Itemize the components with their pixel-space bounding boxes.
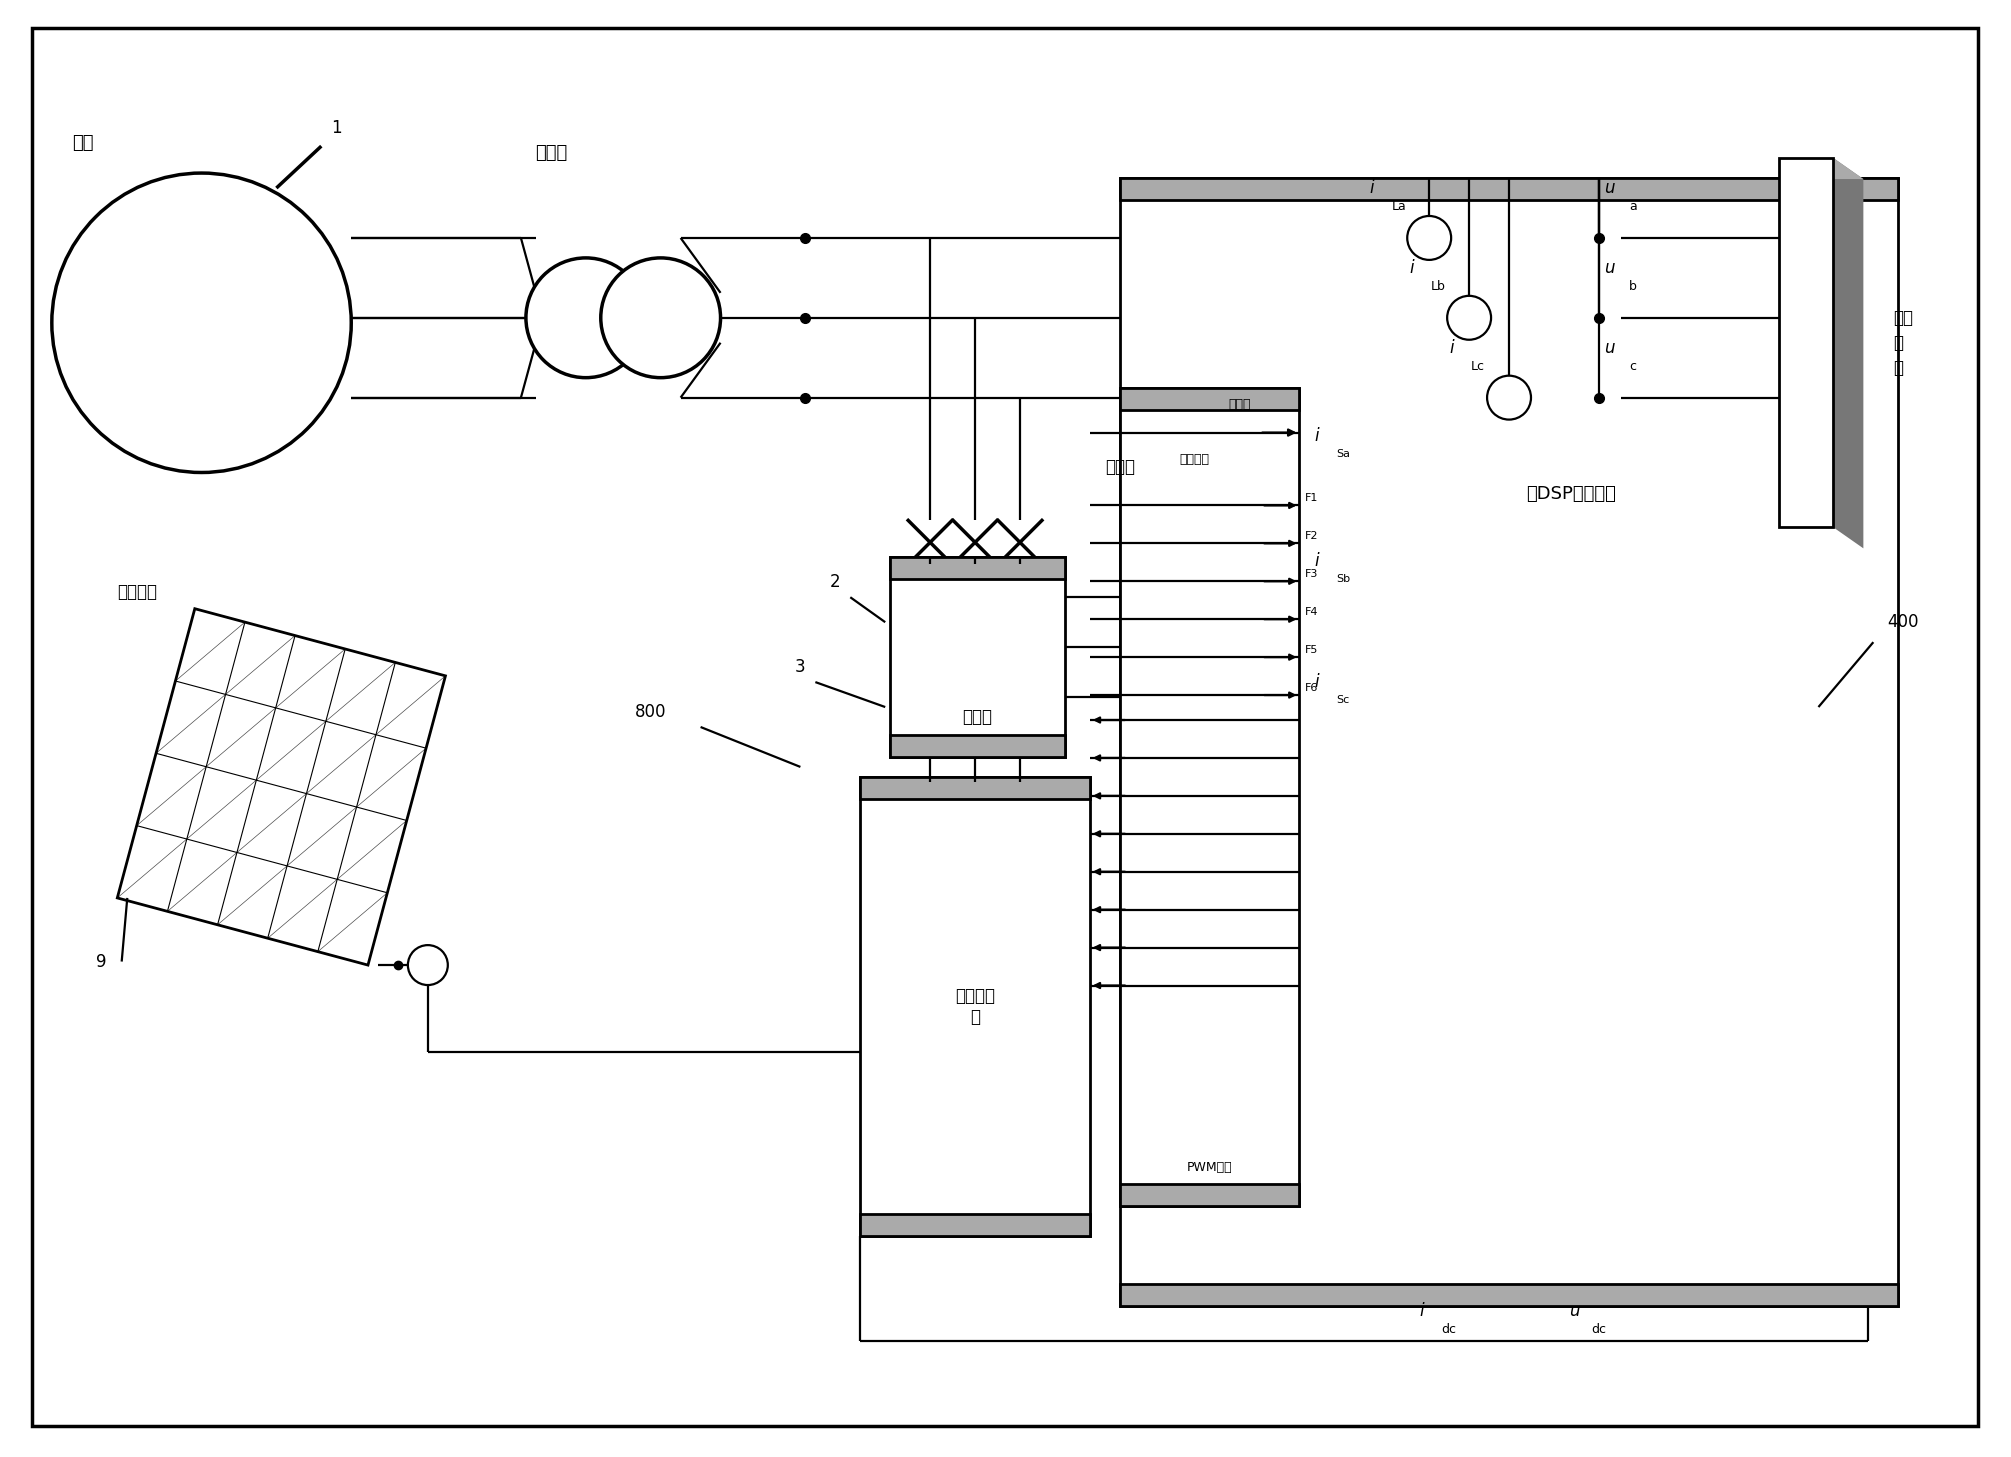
- Text: 400: 400: [1888, 613, 1918, 631]
- Text: F4: F4: [1305, 608, 1317, 618]
- Text: i: i: [1450, 338, 1454, 357]
- Text: 故障信号: 故障信号: [1180, 453, 1211, 465]
- Text: 光伏阵列: 光伏阵列: [117, 583, 157, 602]
- Text: 变压器: 变压器: [535, 144, 567, 162]
- Text: 三相
负
载: 三相 负 载: [1892, 309, 1912, 377]
- Bar: [861, 777, 1090, 798]
- Text: F6: F6: [1305, 683, 1317, 694]
- Circle shape: [601, 258, 720, 377]
- Text: F1: F1: [1305, 494, 1317, 504]
- Text: Lc: Lc: [1472, 360, 1484, 373]
- Text: dc: dc: [1591, 1323, 1607, 1336]
- Bar: [861, 1214, 1090, 1236]
- Circle shape: [408, 946, 448, 985]
- Bar: [1120, 388, 1299, 409]
- Text: 电网: 电网: [72, 134, 93, 152]
- Text: u: u: [1605, 259, 1615, 277]
- Text: 双DSP控制电路: 双DSP控制电路: [1526, 485, 1617, 503]
- Polygon shape: [117, 609, 446, 965]
- Text: 9: 9: [97, 953, 107, 970]
- Bar: [1778, 159, 1834, 527]
- Text: c: c: [1629, 360, 1635, 373]
- Polygon shape: [1834, 159, 1864, 548]
- Text: u: u: [1569, 1303, 1579, 1320]
- Bar: [1120, 178, 1898, 1305]
- Text: 主功率电
路: 主功率电 路: [955, 986, 995, 1026]
- Bar: [891, 734, 1066, 758]
- Text: 电感排: 电感排: [963, 708, 993, 726]
- Bar: [1120, 178, 1898, 200]
- Text: i: i: [1369, 179, 1374, 197]
- Text: 断路器: 断路器: [1104, 459, 1134, 476]
- Text: 3: 3: [794, 659, 806, 676]
- Text: Sc: Sc: [1337, 695, 1349, 705]
- Text: i: i: [1315, 673, 1319, 691]
- Text: 2: 2: [831, 573, 841, 592]
- Text: i: i: [1315, 552, 1319, 570]
- Text: u: u: [1605, 338, 1615, 357]
- Text: F3: F3: [1305, 570, 1317, 580]
- Bar: [1120, 1284, 1898, 1305]
- Circle shape: [527, 258, 646, 377]
- Text: Sb: Sb: [1337, 574, 1351, 584]
- Text: b: b: [1629, 280, 1637, 293]
- Bar: [1120, 1185, 1299, 1206]
- Text: i: i: [1315, 427, 1319, 444]
- Bar: [1120, 388, 1299, 1206]
- Text: PWM脉冲: PWM脉冲: [1186, 1161, 1233, 1174]
- Text: Lb: Lb: [1432, 280, 1446, 293]
- Bar: [861, 777, 1090, 1236]
- Text: dc: dc: [1442, 1323, 1456, 1336]
- Circle shape: [52, 173, 352, 472]
- Bar: [891, 558, 1066, 758]
- Text: i: i: [1420, 1303, 1424, 1320]
- Text: La: La: [1392, 200, 1406, 213]
- Bar: [891, 558, 1066, 580]
- Text: Sa: Sa: [1337, 449, 1349, 459]
- Text: u: u: [1605, 179, 1615, 197]
- Text: a: a: [1629, 200, 1637, 213]
- Text: F5: F5: [1305, 645, 1317, 656]
- Text: 电源线: 电源线: [1229, 398, 1251, 411]
- Text: 800: 800: [635, 704, 666, 721]
- Circle shape: [1408, 216, 1452, 259]
- Text: F2: F2: [1305, 532, 1317, 542]
- Text: 1: 1: [332, 119, 342, 137]
- Polygon shape: [1778, 159, 1864, 179]
- Circle shape: [1448, 296, 1490, 339]
- Circle shape: [1486, 376, 1530, 420]
- Text: i: i: [1410, 259, 1414, 277]
